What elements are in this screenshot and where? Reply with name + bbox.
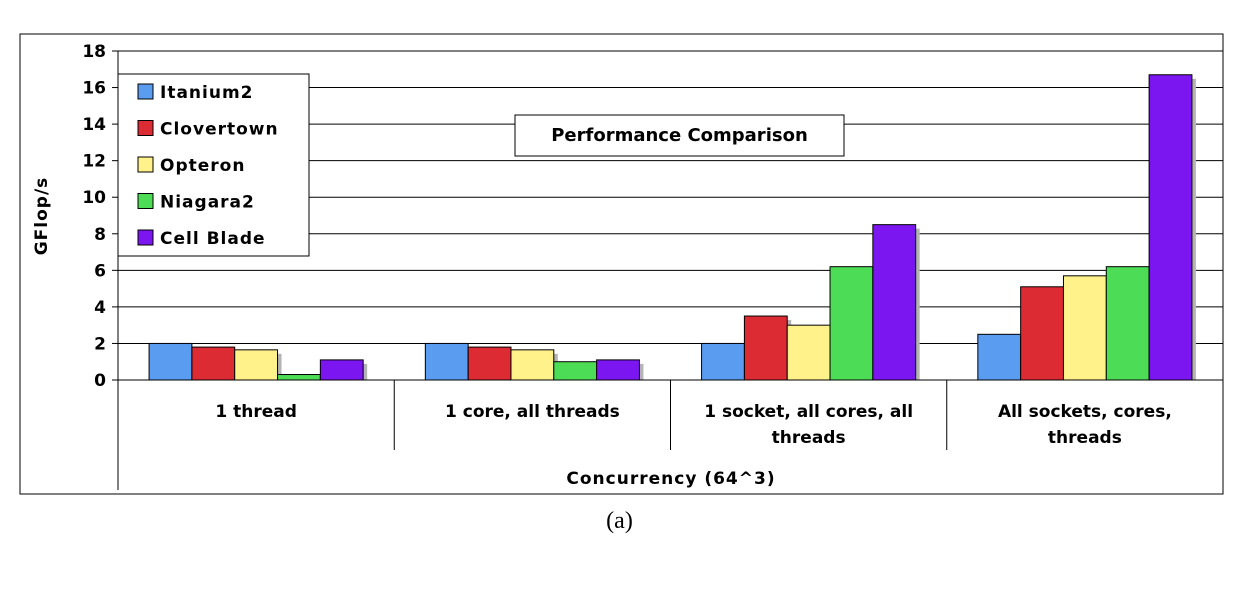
category-labels: 1 thread 1 core, all threads 1 socket, all… bbox=[215, 402, 1171, 448]
category-label: threads bbox=[772, 428, 846, 448]
chart-title-box: Performance Comparison bbox=[514, 114, 845, 157]
category-label: All sockets, cores, bbox=[998, 402, 1172, 422]
legend-label: Niagara2 bbox=[160, 193, 255, 213]
y-tick-label: 4 bbox=[94, 298, 106, 318]
bar-itanium2-1 bbox=[424, 342, 469, 381]
bar-niagara2-2 bbox=[829, 266, 874, 381]
bar-clovertown-1 bbox=[467, 346, 512, 381]
bar-opteron-3 bbox=[1062, 275, 1107, 381]
bar-itanium2-2 bbox=[701, 342, 745, 381]
category-label: 1 thread bbox=[215, 402, 297, 422]
bar-clovertown-2 bbox=[743, 315, 788, 381]
legend-label: Itanium2 bbox=[160, 83, 254, 103]
bars bbox=[148, 74, 1193, 381]
y-tick-label: 16 bbox=[82, 79, 106, 99]
category-label: threads bbox=[1048, 428, 1122, 448]
bar-opteron-2 bbox=[786, 324, 831, 381]
legend-swatch bbox=[137, 83, 154, 100]
y-tick-label: 12 bbox=[82, 152, 106, 172]
y-tick-label: 18 bbox=[82, 42, 106, 62]
legend-label: Clovertown bbox=[160, 120, 279, 140]
bar-cell-blade-2 bbox=[872, 224, 917, 381]
bar-itanium2-3 bbox=[977, 333, 1022, 381]
bar-cell-blade-3 bbox=[1148, 74, 1193, 381]
bar-niagara2-3 bbox=[1105, 266, 1150, 381]
legend-label: Opteron bbox=[160, 156, 245, 176]
legend-swatch bbox=[137, 229, 154, 246]
chart-title: Performance Comparison bbox=[551, 125, 808, 146]
bar-cell-blade-1 bbox=[596, 359, 640, 381]
x-axis-title: Concurrency (64^3) bbox=[566, 469, 775, 489]
y-tick-label: 2 bbox=[94, 334, 106, 354]
y-axis-title: GFlop/s bbox=[32, 177, 52, 256]
y-tick-label: 14 bbox=[82, 115, 106, 135]
bar-niagara2-1 bbox=[553, 361, 598, 381]
y-tick-label: 10 bbox=[82, 188, 106, 208]
y-tick-label: 0 bbox=[94, 371, 106, 391]
y-tick-label: 6 bbox=[94, 261, 106, 281]
y-tick-label: 8 bbox=[94, 225, 106, 245]
bar-clovertown-3 bbox=[1020, 286, 1064, 381]
legend-swatch bbox=[137, 193, 154, 209]
bar-niagara2-0 bbox=[277, 374, 321, 381]
bar-opteron-0 bbox=[234, 349, 279, 381]
bar-cell-blade-0 bbox=[319, 359, 364, 381]
figure-caption: (a) bbox=[606, 508, 633, 534]
legend-label: Cell Blade bbox=[160, 229, 266, 249]
bar-opteron-1 bbox=[510, 349, 555, 381]
category-label: 1 socket, all cores, all bbox=[704, 402, 913, 422]
y-tick-labels: 0 2 4 6 8 10 12 14 16 18 bbox=[82, 42, 106, 391]
category-label: 1 core, all threads bbox=[445, 402, 620, 422]
bar-clovertown-0 bbox=[191, 346, 236, 381]
legend-swatch bbox=[137, 120, 154, 136]
legend: Itanium2 Clovertown Opteron Niagara2 Cell Bl… bbox=[117, 73, 310, 257]
bar-itanium2-0 bbox=[148, 342, 193, 381]
legend-swatch bbox=[137, 156, 154, 173]
